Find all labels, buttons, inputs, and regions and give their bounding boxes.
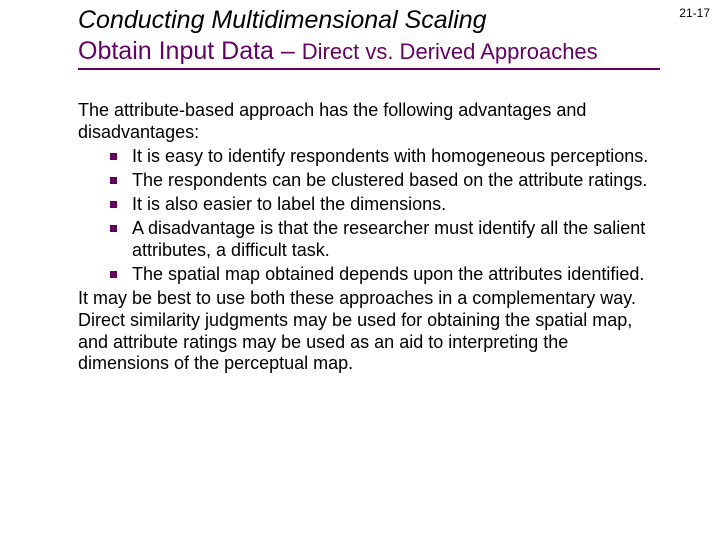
bullet-icon xyxy=(110,177,117,184)
list-item: It is easy to identify respondents with … xyxy=(110,146,660,168)
bullet-icon xyxy=(110,225,117,232)
bullet-icon xyxy=(110,201,117,208)
slide-title: Conducting Multidimensional Scaling xyxy=(78,6,660,35)
title-underline xyxy=(78,68,660,70)
list-item: The respondents can be clustered based o… xyxy=(110,170,660,192)
slide-subtitle: Obtain Input Data – Direct vs. Derived A… xyxy=(78,37,660,66)
intro-paragraph: The attribute-based approach has the fol… xyxy=(78,100,660,144)
list-item: The spatial map obtained depends upon th… xyxy=(110,264,660,286)
title-block: Conducting Multidimensional Scaling Obta… xyxy=(78,6,660,70)
list-item: A disadvantage is that the researcher mu… xyxy=(110,218,660,262)
body-text: The attribute-based approach has the fol… xyxy=(78,100,660,375)
list-item-text: The spatial map obtained depends upon th… xyxy=(132,264,644,284)
list-item-text: The respondents can be clustered based o… xyxy=(132,170,647,190)
list-item-text: It is easy to identify respondents with … xyxy=(132,146,648,166)
subtitle-suffix: Direct vs. Derived Approaches xyxy=(302,39,598,64)
slide: 21-17 Conducting Multidimensional Scalin… xyxy=(0,0,720,540)
page-number: 21-17 xyxy=(679,6,710,20)
bullet-icon xyxy=(110,153,117,160)
list-item: It is also easier to label the dimension… xyxy=(110,194,660,216)
list-item-text: A disadvantage is that the researcher mu… xyxy=(132,218,645,260)
closing-paragraph: It may be best to use both these approac… xyxy=(78,288,660,376)
list-item-text: It is also easier to label the dimension… xyxy=(132,194,446,214)
bullet-icon xyxy=(110,271,117,278)
subtitle-prefix: Obtain Input Data – xyxy=(78,37,302,65)
bullet-list: It is easy to identify respondents with … xyxy=(78,146,660,286)
